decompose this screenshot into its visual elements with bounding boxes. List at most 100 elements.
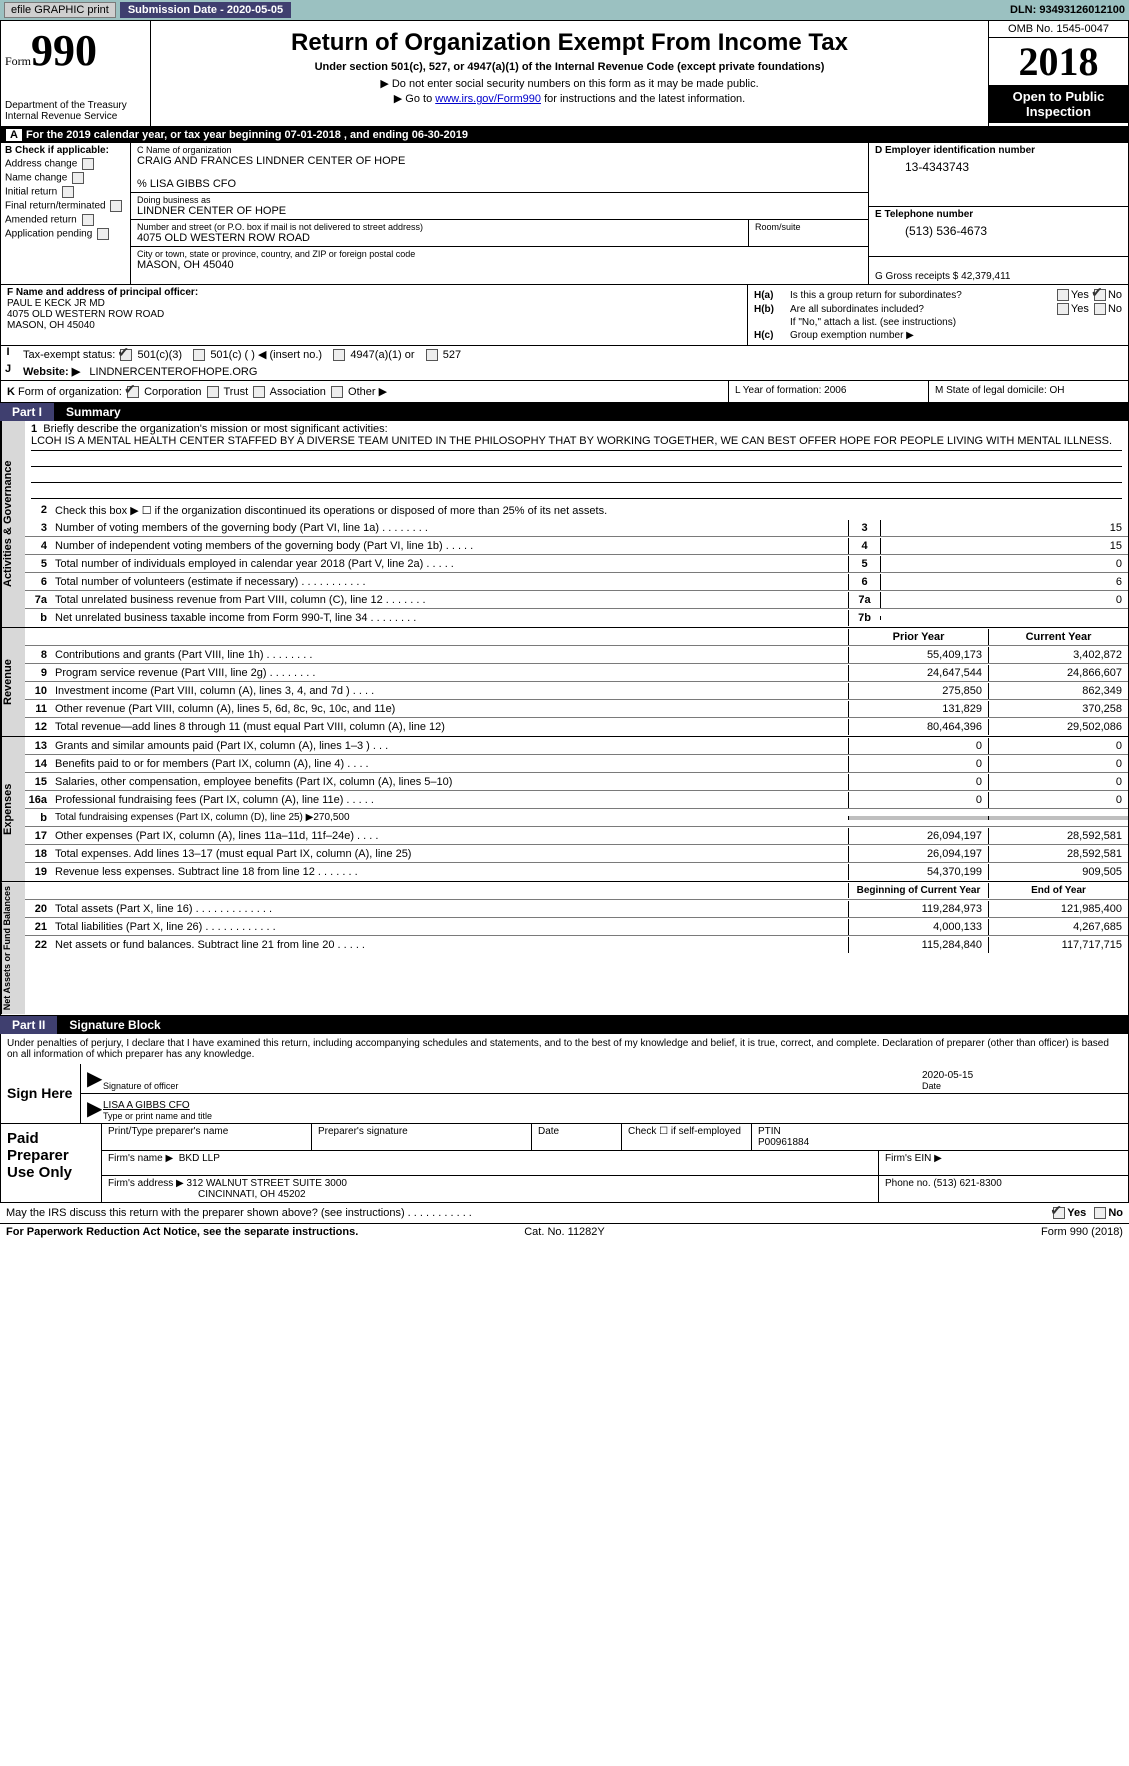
l14-prior: 0 xyxy=(848,756,988,772)
efile-button[interactable]: efile GRAPHIC print xyxy=(4,2,116,18)
cb-501c[interactable] xyxy=(193,349,205,361)
l12-current: 29,502,086 xyxy=(988,719,1128,735)
line7a-value: 0 xyxy=(880,592,1128,608)
irs-link[interactable]: www.irs.gov/Form990 xyxy=(435,93,541,105)
row-j: J Website: ▶ LINDNERCENTEROFHOPE.ORG xyxy=(0,363,1129,381)
addr-label: Number and street (or P.O. box if mail i… xyxy=(137,222,742,232)
dln: DLN: 93493126012100 xyxy=(1010,4,1125,16)
form-header: Form990 Department of the Treasury Inter… xyxy=(0,20,1129,127)
name-label: C Name of organization xyxy=(137,145,862,155)
ha-yes-checkbox[interactable] xyxy=(1057,289,1069,301)
line3-value: 15 xyxy=(880,520,1128,536)
paid-preparer: Paid Preparer Use Only Print/Type prepar… xyxy=(0,1124,1129,1203)
cb-amended[interactable]: Amended return xyxy=(5,214,126,226)
cb-trust[interactable] xyxy=(207,386,219,398)
care-of: % LISA GIBBS CFO xyxy=(137,178,236,190)
submission-date: Submission Date - 2020-05-05 xyxy=(120,2,291,18)
l18-prior: 26,094,197 xyxy=(848,846,988,862)
city-label: City or town, state or province, country… xyxy=(137,249,862,259)
hb-yes-checkbox[interactable] xyxy=(1057,303,1069,315)
dba-label: Doing business as xyxy=(137,195,862,205)
cb-corp[interactable] xyxy=(127,386,139,398)
hb-text: Are all subordinates included? xyxy=(790,304,1055,315)
arrow-icon: ▶ xyxy=(87,1096,103,1121)
cb-pending[interactable]: Application pending xyxy=(5,228,126,240)
ptin: P00961884 xyxy=(758,1137,809,1148)
mission-text: LCOH IS A MENTAL HEALTH CENTER STAFFED B… xyxy=(31,435,1122,451)
row-k-l-m: K Form of organization: Corporation Trus… xyxy=(0,381,1129,403)
line5-value: 0 xyxy=(880,556,1128,572)
cb-name-change[interactable]: Name change xyxy=(5,172,126,184)
firm-ein-label: Firm's EIN ▶ xyxy=(885,1153,942,1164)
omb-number: OMB No. 1545-0047 xyxy=(989,21,1128,38)
discuss-yes-checkbox[interactable] xyxy=(1053,1207,1065,1219)
l14-current: 0 xyxy=(988,756,1128,772)
l21-begin: 4,000,133 xyxy=(848,919,988,935)
l10-current: 862,349 xyxy=(988,683,1128,699)
cb-final-return[interactable]: Final return/terminated xyxy=(5,200,126,212)
form-subtitle: Under section 501(c), 527, or 4947(a)(1)… xyxy=(159,61,980,73)
f-label: F Name and address of principal officer: xyxy=(7,287,198,298)
l17-prior: 26,094,197 xyxy=(848,828,988,844)
line4-value: 15 xyxy=(880,538,1128,554)
cb-address-change[interactable]: Address change xyxy=(5,158,126,170)
l16a-current: 0 xyxy=(988,792,1128,808)
sign-here-label: Sign Here xyxy=(1,1064,81,1123)
l8-prior: 55,409,173 xyxy=(848,647,988,663)
l11-prior: 131,829 xyxy=(848,701,988,717)
summary-activities: Activities & Governance 1 Briefly descri… xyxy=(0,421,1129,628)
signature-block: Under penalties of perjury, I declare th… xyxy=(0,1034,1129,1124)
cb-501c3[interactable] xyxy=(120,349,132,361)
part1-header: Part ISummary xyxy=(0,403,1129,421)
note-link: ▶ Go to www.irs.gov/Form990 for instruct… xyxy=(159,92,980,105)
cb-4947[interactable] xyxy=(333,349,345,361)
l19-prior: 54,370,199 xyxy=(848,864,988,880)
officer-addr: 4075 OLD WESTERN ROW ROAD xyxy=(7,309,164,320)
l13-prior: 0 xyxy=(848,738,988,754)
officer-signature-name: LISA A GIBBS CFO xyxy=(103,1100,1122,1111)
firm-phone: Phone no. (513) 621-8300 xyxy=(885,1178,1002,1189)
sign-date: 2020-05-15 xyxy=(922,1070,1122,1081)
cb-assoc[interactable] xyxy=(253,386,265,398)
year-formation: L Year of formation: 2006 xyxy=(728,381,928,402)
l15-prior: 0 xyxy=(848,774,988,790)
ha-no-checkbox[interactable] xyxy=(1094,289,1106,301)
l20-begin: 119,284,973 xyxy=(848,901,988,917)
row-a: AFor the 2019 calendar year, or tax year… xyxy=(0,127,1129,143)
l17-current: 28,592,581 xyxy=(988,828,1128,844)
ha-text: Is this a group return for subordinates? xyxy=(790,290,1055,301)
form-number: Form990 xyxy=(5,25,146,76)
l9-current: 24,866,607 xyxy=(988,665,1128,681)
street-address: 4075 OLD WESTERN ROW ROAD xyxy=(137,232,310,244)
hb-no-checkbox[interactable] xyxy=(1094,303,1106,315)
tax-year: 2018 xyxy=(989,38,1128,85)
cat-number: Cat. No. 11282Y xyxy=(378,1226,750,1238)
l9-prior: 24,647,544 xyxy=(848,665,988,681)
l21-end: 4,267,685 xyxy=(988,919,1128,935)
l16a-prior: 0 xyxy=(848,792,988,808)
cb-527[interactable] xyxy=(426,349,438,361)
paid-preparer-label: Paid Preparer Use Only xyxy=(1,1124,101,1202)
summary-expenses: Expenses 13Grants and similar amounts pa… xyxy=(0,737,1129,882)
l22-begin: 115,284,840 xyxy=(848,937,988,953)
section-b-c-d: B Check if applicable: Address change Na… xyxy=(0,143,1129,285)
l8-current: 3,402,872 xyxy=(988,647,1128,663)
l19-current: 909,505 xyxy=(988,864,1128,880)
l15-current: 0 xyxy=(988,774,1128,790)
l22-end: 117,717,715 xyxy=(988,937,1128,953)
dba: LINDNER CENTER OF HOPE xyxy=(137,205,286,217)
row-i: I Tax-exempt status: 501(c)(3) 501(c) ( … xyxy=(0,346,1129,363)
perjury-declaration: Under penalties of perjury, I declare th… xyxy=(1,1034,1128,1064)
city-state-zip: MASON, OH 45040 xyxy=(137,259,234,271)
summary-revenue: Revenue Prior YearCurrent Year 8Contribu… xyxy=(0,628,1129,737)
line7b-value xyxy=(880,616,1128,620)
footer: For Paperwork Reduction Act Notice, see … xyxy=(0,1223,1129,1240)
l12-prior: 80,464,396 xyxy=(848,719,988,735)
ein: 13-4343743 xyxy=(875,156,1122,176)
discuss-no-checkbox[interactable] xyxy=(1094,1207,1106,1219)
l20-end: 121,985,400 xyxy=(988,901,1128,917)
officer-city: MASON, OH 45040 xyxy=(7,320,95,331)
firm-city: CINCINNATI, OH 45202 xyxy=(108,1189,306,1200)
cb-other[interactable] xyxy=(331,386,343,398)
cb-initial-return[interactable]: Initial return xyxy=(5,186,126,198)
